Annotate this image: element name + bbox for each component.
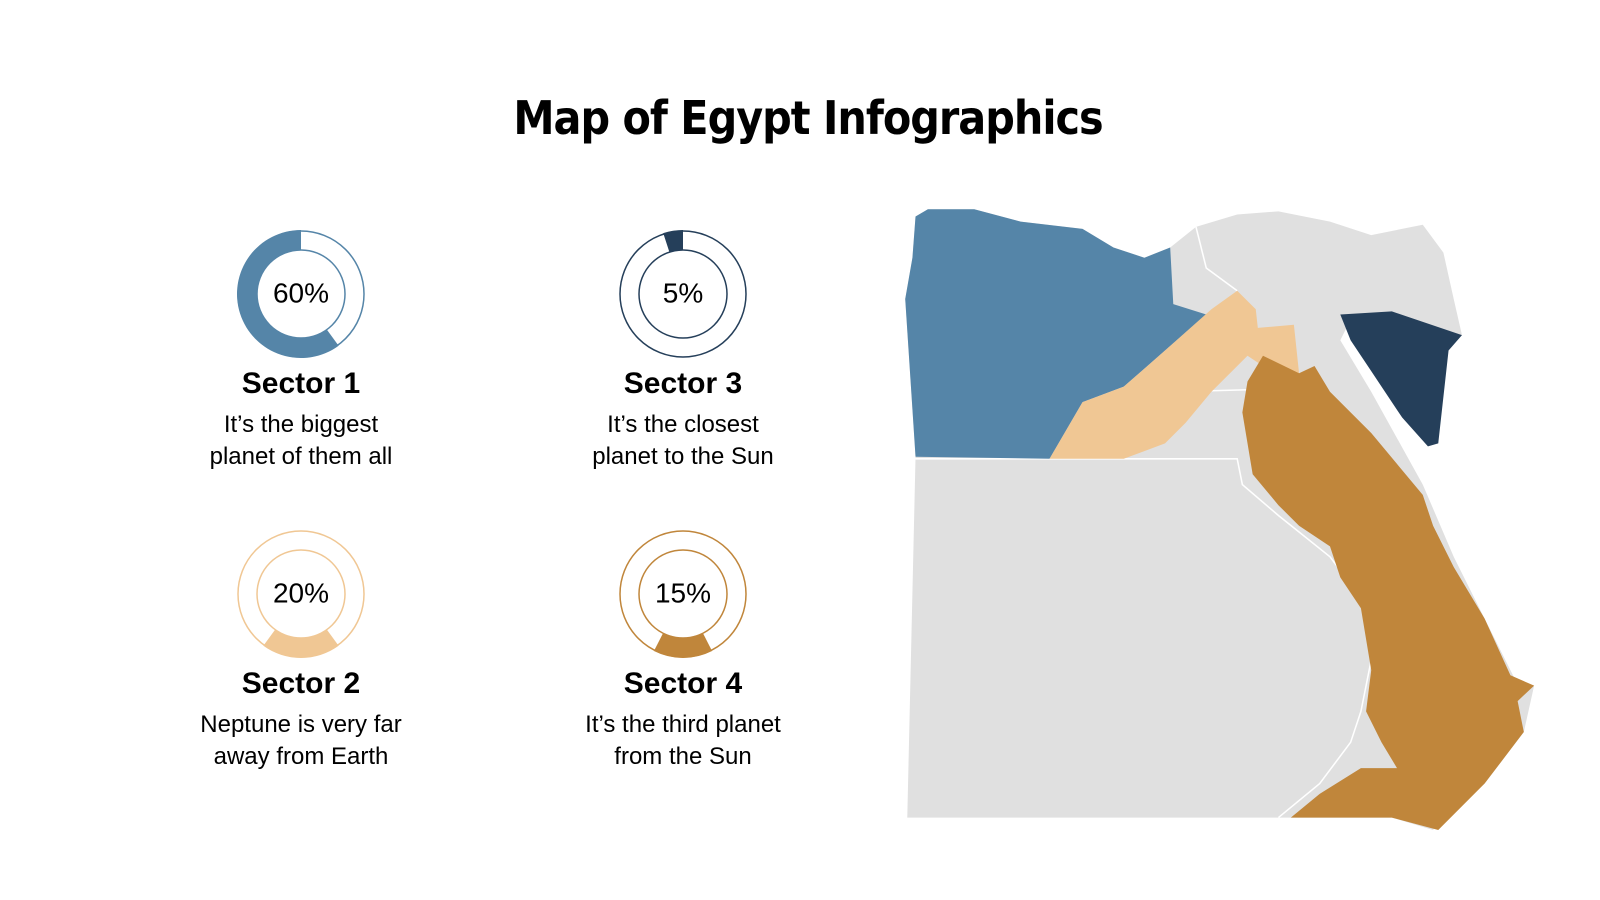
map-region: [1242, 355, 1535, 830]
map-region: [1049, 290, 1300, 459]
sector-text: It’s the third planet: [585, 711, 781, 738]
sector-text: planet of them all: [210, 443, 393, 470]
sector-text: It’s the closest: [607, 411, 759, 438]
gauge-arc: [237, 230, 339, 358]
sector-text: planet to the Sun: [592, 443, 773, 470]
map-region: [905, 209, 1207, 459]
gauge-arc: [663, 230, 683, 253]
sector-text: Neptune is very far: [200, 711, 401, 738]
map-region: [1340, 311, 1462, 447]
gauge-label: 15%: [655, 577, 711, 608]
gauge-label: 5%: [663, 277, 703, 308]
title: Map of Egypt Infographics: [513, 91, 1102, 145]
sector-title: Sector 4: [624, 667, 743, 700]
sector-text: from the Sun: [614, 743, 751, 770]
sector-text: It’s the biggest: [224, 411, 379, 438]
sector-title: Sector 3: [624, 367, 742, 400]
gauge-arc: [653, 633, 713, 658]
gauge-arc: [263, 629, 339, 658]
gauge-label: 20%: [273, 577, 329, 608]
gauge-label: 60%: [273, 277, 329, 308]
egypt-map: [905, 209, 1535, 830]
map-border: [1195, 226, 1238, 292]
sector-title: Sector 1: [242, 367, 360, 400]
sector-title: Sector 2: [242, 667, 360, 700]
sector-text: away from Earth: [214, 743, 389, 770]
